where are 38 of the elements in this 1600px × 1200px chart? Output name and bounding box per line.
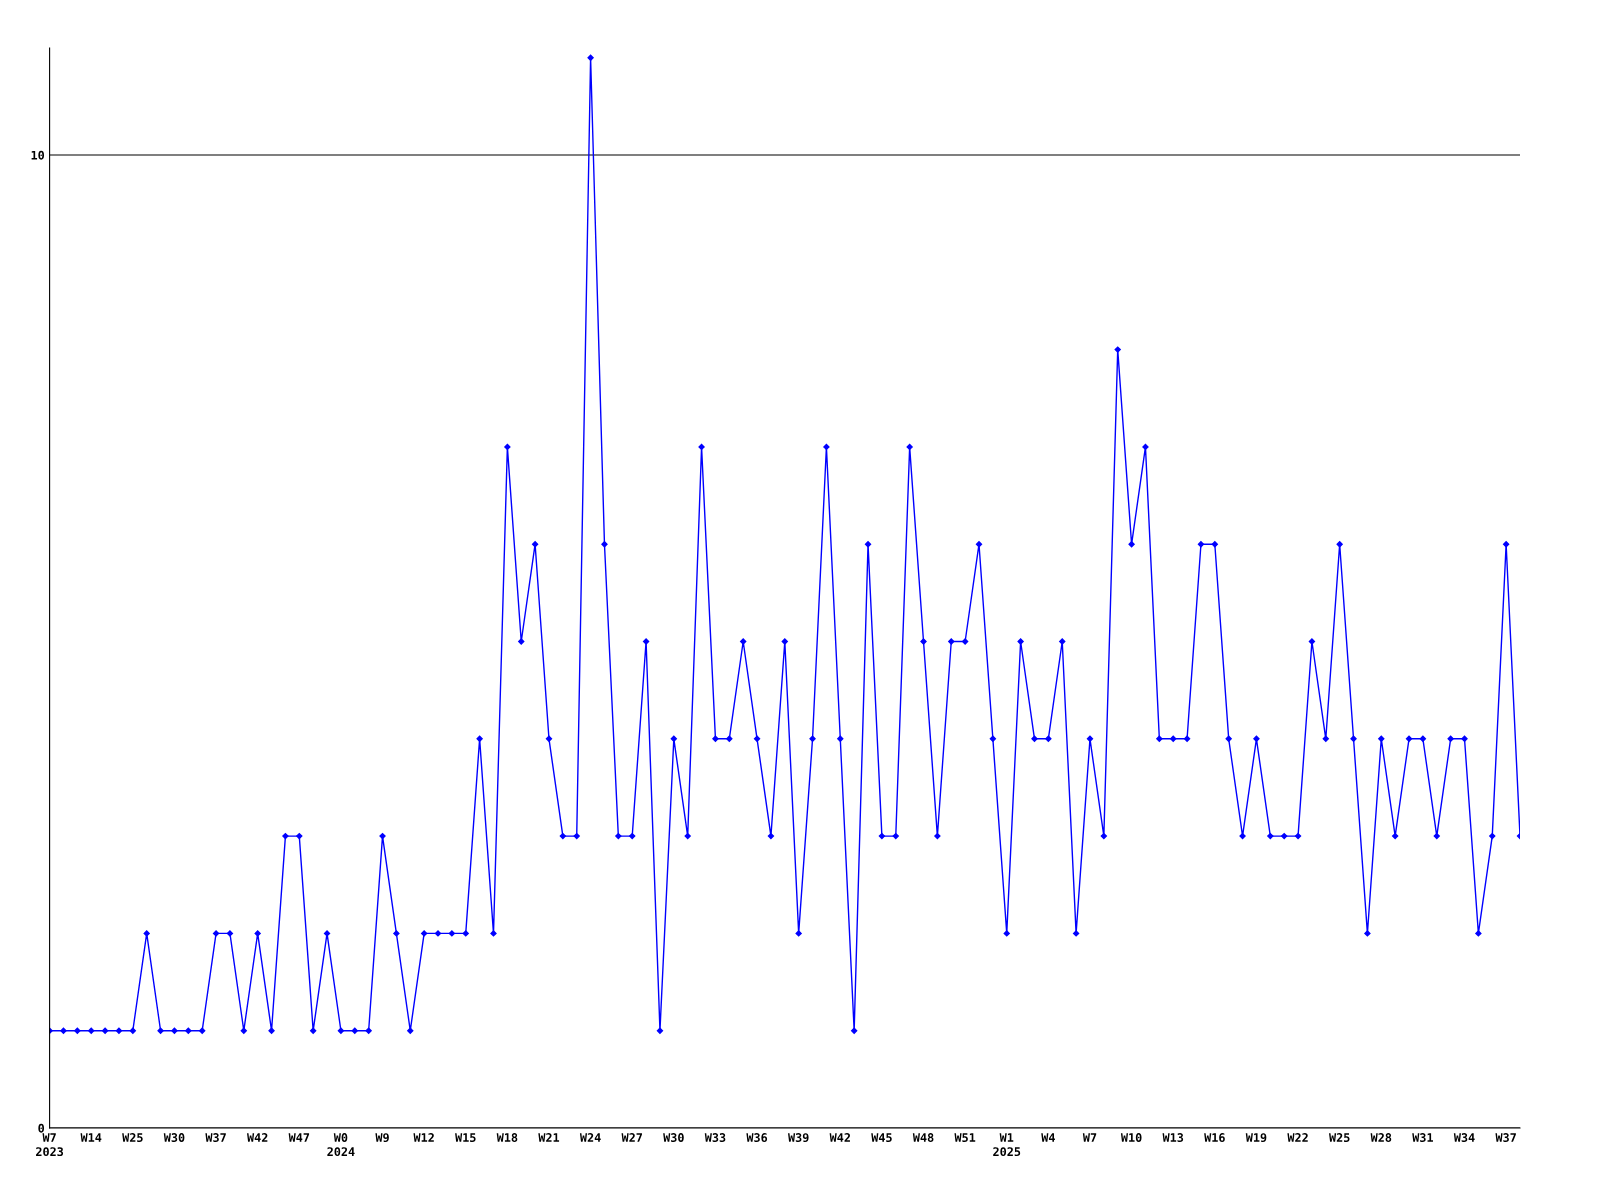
x-tick-label: W21 [538,1133,560,1142]
x-tick-label: W33 [704,1133,726,1142]
x-tick-label: W37 [1495,1133,1516,1142]
x-tick-label: W37 [205,1133,226,1142]
x-tick-label: W25 [1329,1133,1350,1142]
x-tick-label: W30 [663,1133,684,1142]
x-tick-label: W4 [1041,1133,1055,1142]
x-tick-label: W1 2025 [993,1133,1021,1157]
x-tick-label: W15 [455,1133,476,1142]
x-tick-label: W22 [1287,1133,1308,1142]
y-tick-label: 0 [38,1123,45,1133]
x-tick-label: W19 [1245,1133,1267,1143]
x-tick-label: W27 [621,1133,642,1142]
x-tick-label: W9 [375,1133,389,1143]
x-tick-label: W48 [912,1133,934,1142]
x-tick-label: W34 [1453,1133,1475,1142]
x-tick-label: W45 [871,1133,892,1142]
x-tick-label: W28 [1370,1133,1392,1142]
x-tick-label: W51 [954,1133,976,1142]
x-tick-label: W7 [1082,1133,1097,1142]
x-tick-label: W7 2023 [36,1133,64,1157]
x-tick-label: W18 [496,1133,518,1142]
x-tick-label: W12 [413,1133,434,1142]
x-tick-label: W13 [1162,1133,1184,1142]
x-tick-label: W47 [288,1133,310,1142]
x-tick-label: W39 [788,1133,809,1143]
x-tick-label: W16 [1204,1133,1225,1143]
x-tick-label: W25 [122,1133,143,1142]
x-tick-label: W31 [1412,1133,1433,1142]
x-tick-label: W10 [1120,1133,1142,1142]
x-tick-label: W0 2024 [327,1133,355,1157]
x-tick-label: W42 [829,1133,850,1142]
x-tick-label: W24 [579,1133,601,1142]
y-tick-label: 10 [31,150,45,160]
x-tick-label: W36 [746,1133,768,1143]
x-tick-label: W30 [163,1133,185,1142]
x-tick-label: W14 [80,1133,102,1142]
x-tick-label: W42 [247,1133,268,1142]
